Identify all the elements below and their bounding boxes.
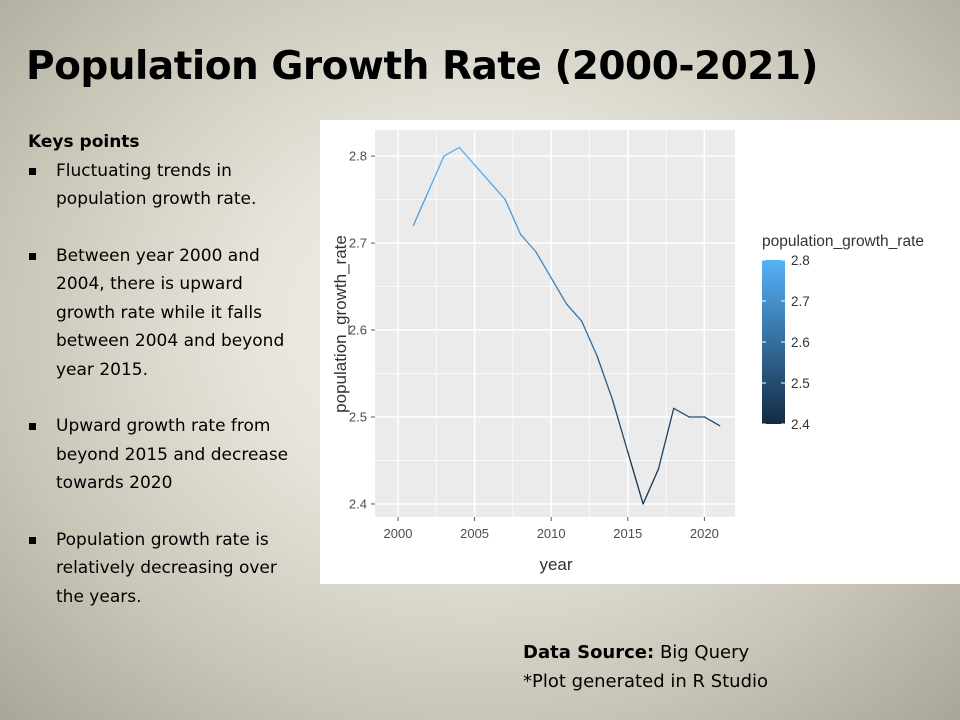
line-segment [611,398,629,453]
legend-tick-label: 2.7 [791,294,810,309]
y-axis-title: population_growth_rate [331,235,350,413]
line-chart: 2000 2005 2010 2015 2020 2.4 2.5 2.6 2.7 2.8 year… [331,130,924,574]
x-tick-label: 2000 [384,526,413,541]
keypoint-item: Population growth rate is relatively dec… [28,526,300,612]
line-segment [673,407,690,418]
line-segment [504,198,522,236]
source-label: Data Source: [523,642,655,663]
keypoints-panel: Keys points Fluctuating trends in popula… [28,128,300,639]
legend-tick-label: 2.8 [791,253,810,268]
data-series [412,146,721,505]
minor-gridlines [375,130,735,517]
line-segment [427,155,445,192]
x-tick-label: 2020 [690,526,719,541]
line-segment [581,320,598,357]
line-segment [458,146,476,166]
y-tick-label: 2.4 [349,496,367,511]
plot-panel: 2000 2005 2010 2015 2020 2.4 2.5 2.6 2.7 2.8 year… [320,120,960,584]
line-segment [565,303,583,322]
keypoints-heading: Keys points [28,132,140,152]
data-source-line: Data Source: Big Query [523,638,768,667]
y-tick-label: 2.8 [349,149,367,164]
y-tick-label: 2.6 [349,323,367,338]
source-value: Big Query [659,642,750,663]
line-segment [412,190,430,227]
plot-background [375,130,735,517]
line-segment [703,416,721,427]
keypoint-item: Fluctuating trends in population growth … [28,157,300,214]
line-segment [535,251,552,279]
legend-title: population_growth_rate [762,233,924,250]
x-axis-title: year [539,555,572,574]
keypoints-list: Fluctuating trends in population growth … [28,157,300,612]
line-segment [473,164,491,183]
line-segment [627,451,644,505]
y-tick-label: 2.7 [349,236,367,251]
x-tick-label: 2010 [537,526,566,541]
source-block: Data Source: Big Query *Plot generated i… [523,638,768,696]
line-segment [489,181,506,201]
legend-tick-label: 2.6 [791,335,810,350]
y-tick-label: 2.5 [349,409,367,424]
line-segment [642,468,660,505]
plot-note: *Plot generated in R Studio [523,671,769,692]
major-gridlines [375,130,735,517]
legend-tick-label: 2.4 [791,417,810,432]
keypoint-item: Upward growth rate from beyond 2015 and … [28,412,300,498]
keypoint-item: Between year 2000 and 2004, there is upw… [28,242,300,385]
line-segment [550,277,568,305]
legend-tick-label: 2.5 [791,376,810,391]
legend-colorbar [762,260,785,424]
slide-title: Population Growth Rate (2000-2021) [26,44,818,89]
line-segment [443,146,460,157]
x-tick-label: 2015 [613,526,642,541]
legend: population_growth_rate 2.8 2.7 2.6 2.5 2.4 [762,233,924,432]
line-segment [519,233,537,253]
axes: 2000 2005 2010 2015 2020 2.4 2.5 2.6 2.7 2.8 [349,149,719,541]
line-segment [596,355,614,401]
x-tick-label: 2005 [460,526,489,541]
line-segment [657,407,675,470]
